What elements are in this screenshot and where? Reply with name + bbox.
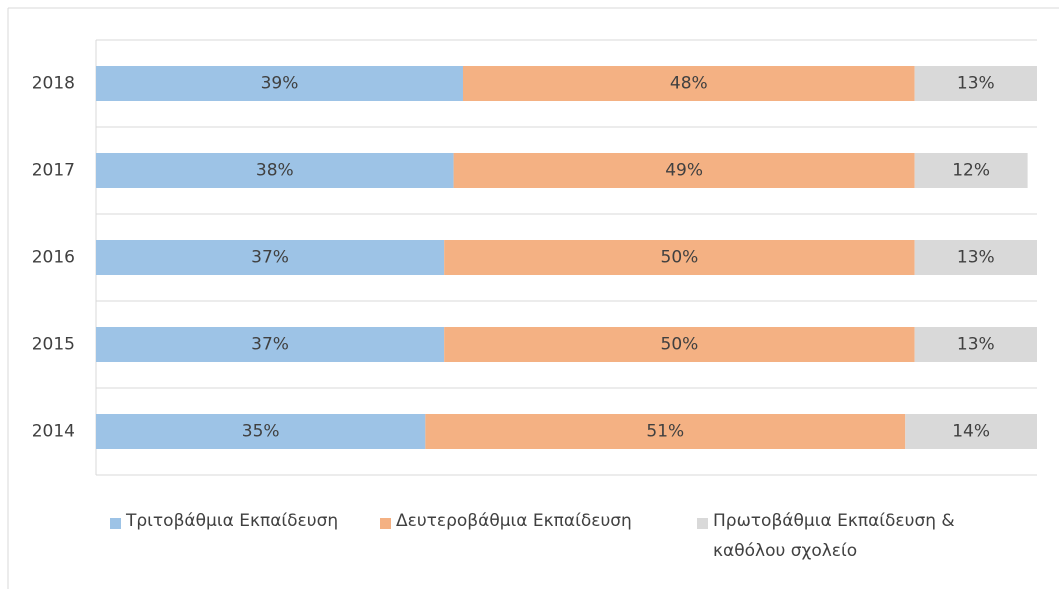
data-label: 51%: [646, 422, 684, 442]
bar-segment: [444, 327, 915, 362]
y-tick-label: 2014: [32, 422, 75, 442]
legend-label: Πρωτοβάθμια Εκπαίδευση & καθόλου σχολείο: [713, 511, 955, 561]
bar-segment: [905, 414, 1037, 449]
legend-swatch: [380, 518, 391, 529]
data-label: 13%: [957, 74, 995, 94]
legend-swatch: [110, 518, 121, 529]
legend-label: Τριτοβάθμια Εκπαίδευση: [126, 511, 339, 531]
data-label: 48%: [670, 74, 708, 94]
bar-segment: [96, 153, 454, 188]
bar-segment: [96, 414, 426, 449]
data-label: 39%: [261, 74, 299, 94]
y-tick-label: 2017: [32, 161, 75, 181]
bar-segment: [444, 240, 915, 275]
bar-segment: [425, 414, 906, 449]
data-label: 14%: [952, 422, 990, 442]
y-tick-label: 2015: [32, 335, 75, 355]
data-label: 37%: [251, 335, 289, 355]
data-label: 37%: [251, 248, 289, 268]
data-label: 13%: [957, 335, 995, 355]
data-label: 50%: [661, 248, 699, 268]
data-label: 50%: [661, 335, 699, 355]
legend-label: Δευτεροβάθμια Εκπαίδευση: [396, 511, 632, 531]
data-label: 38%: [256, 161, 294, 181]
bar-segment: [914, 327, 1037, 362]
bar-segment: [96, 66, 463, 101]
data-label: 13%: [957, 248, 995, 268]
bar-segment: [914, 153, 1028, 188]
bar-segment: [462, 66, 915, 101]
y-tick-label: 2016: [32, 248, 75, 268]
legend-swatch: [697, 518, 708, 529]
legend-item: Δευτεροβάθμια Εκπαίδευση: [380, 511, 680, 536]
bar-segment: [914, 66, 1037, 101]
data-label: 35%: [242, 422, 280, 442]
legend-item: Πρωτοβάθμια Εκπαίδευση & καθόλου σχολείο: [697, 511, 1017, 566]
bar-segment: [96, 240, 445, 275]
bar-segment: [96, 327, 445, 362]
legend-item: Τριτοβάθμια Εκπαίδευση: [110, 511, 370, 536]
data-label: 49%: [665, 161, 703, 181]
bar-segment: [914, 240, 1037, 275]
data-label: 12%: [952, 161, 990, 181]
y-tick-label: 2018: [32, 74, 75, 94]
bar-segment: [453, 153, 915, 188]
